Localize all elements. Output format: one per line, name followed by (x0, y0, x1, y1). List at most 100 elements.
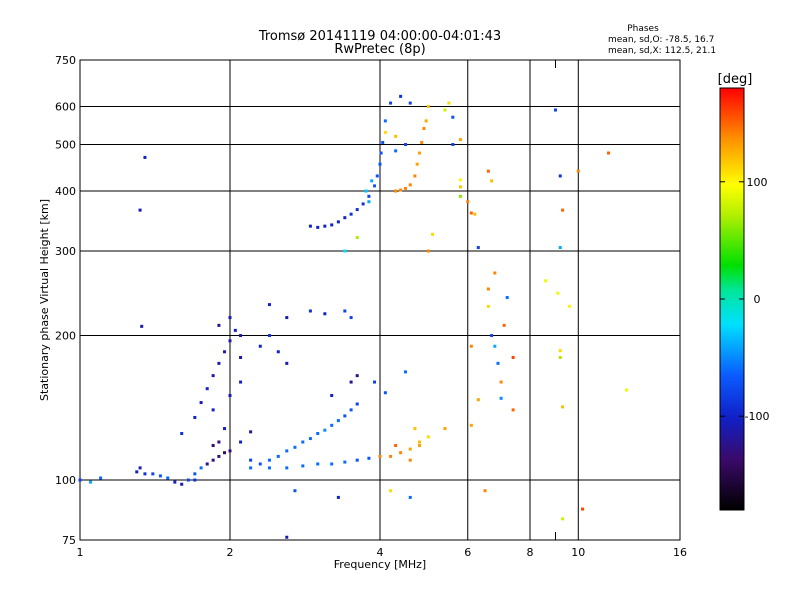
data-point (567, 304, 571, 308)
data-point (349, 408, 353, 412)
data-point (493, 271, 497, 275)
data-point (399, 451, 403, 455)
data-point (239, 355, 243, 359)
data-point (370, 179, 374, 183)
data-point (417, 440, 421, 444)
data-point (180, 482, 184, 486)
data-point (285, 316, 289, 320)
data-point (426, 435, 430, 439)
data-point (379, 151, 383, 155)
data-point (239, 440, 243, 444)
data-point (267, 334, 271, 338)
data-point (343, 309, 347, 313)
data-point (285, 466, 289, 470)
data-point (349, 316, 353, 320)
data-point (408, 101, 412, 105)
data-point (486, 169, 490, 173)
data-point (193, 472, 197, 476)
data-point (180, 432, 184, 436)
colorbar-tick-label: 100 (747, 176, 768, 189)
data-point (424, 119, 428, 123)
y-tick-label: 600 (55, 101, 76, 114)
data-point (343, 216, 347, 220)
data-point (367, 456, 371, 460)
data-point (413, 427, 417, 431)
data-point (561, 208, 565, 212)
data-point (285, 361, 289, 365)
x-tick-label: 1 (77, 546, 84, 559)
x-tick-label: 16 (673, 546, 687, 559)
data-point (451, 143, 455, 147)
data-point (558, 246, 562, 250)
data-point (383, 119, 387, 123)
data-point (217, 454, 221, 458)
data-point (228, 394, 232, 398)
data-point (166, 476, 170, 480)
data-point (511, 355, 515, 359)
data-point (186, 478, 190, 482)
x-tick-label: 10 (571, 546, 585, 559)
data-point (308, 309, 312, 313)
data-point (558, 174, 562, 178)
data-point (394, 149, 398, 153)
data-point (394, 444, 398, 448)
data-point (211, 444, 215, 448)
data-point (375, 174, 379, 178)
data-point (490, 334, 494, 338)
data-point (476, 398, 480, 402)
data-point (458, 178, 462, 182)
x-tick-label: 4 (377, 546, 384, 559)
x-tick-labels: 1 2 4 6 8 10 16 (77, 546, 688, 559)
data-point (496, 361, 500, 365)
data-point (413, 174, 417, 178)
y-tick-label: 300 (55, 245, 76, 258)
data-point (364, 189, 368, 193)
data-point (205, 387, 209, 391)
data-point (581, 507, 585, 511)
y-tick-label: 750 (55, 54, 76, 67)
data-point (561, 517, 565, 521)
y-tick-label: 500 (55, 139, 76, 152)
colorbar-tick-label: -100 (745, 410, 770, 423)
data-point (473, 212, 477, 216)
data-point (355, 236, 359, 240)
data-point (378, 454, 382, 458)
data-point (330, 223, 334, 227)
data-point (378, 162, 382, 166)
data-point (431, 232, 435, 236)
data-point (267, 303, 271, 307)
data-point (143, 472, 147, 476)
data-point (323, 428, 327, 432)
data-point (403, 370, 407, 374)
data-point (228, 449, 232, 453)
plot-area: 1 2 4 6 8 10 16 75 100 200 300 400 500 600 750 (55, 54, 687, 559)
data-point (89, 480, 93, 484)
data-point (211, 374, 215, 378)
data-point (308, 224, 312, 228)
data-point (426, 249, 430, 253)
data-point (511, 408, 515, 412)
data-point (443, 427, 447, 431)
data-point (239, 380, 243, 384)
data-point (223, 451, 227, 455)
data-point (383, 391, 387, 395)
data-point (417, 444, 421, 448)
data-point (211, 408, 215, 412)
data-point (258, 344, 262, 348)
data-point (158, 474, 162, 478)
data-point (625, 388, 629, 392)
data-point (389, 454, 393, 458)
data-point (458, 138, 462, 142)
chart-title: Tromsø 20141119 04:00:00-04:01:43 (258, 29, 501, 44)
stats-title: Phases (627, 24, 659, 34)
colorbar: [deg] 100 0 -100 (718, 72, 770, 511)
data-point (499, 380, 503, 384)
data-point (330, 423, 334, 427)
data-point (138, 208, 142, 212)
x-axis-label: Frequency [MHz] (334, 558, 426, 571)
data-point (193, 478, 197, 482)
data-point (343, 414, 347, 418)
data-point (394, 189, 398, 193)
data-point (415, 162, 419, 166)
data-point (276, 454, 280, 458)
